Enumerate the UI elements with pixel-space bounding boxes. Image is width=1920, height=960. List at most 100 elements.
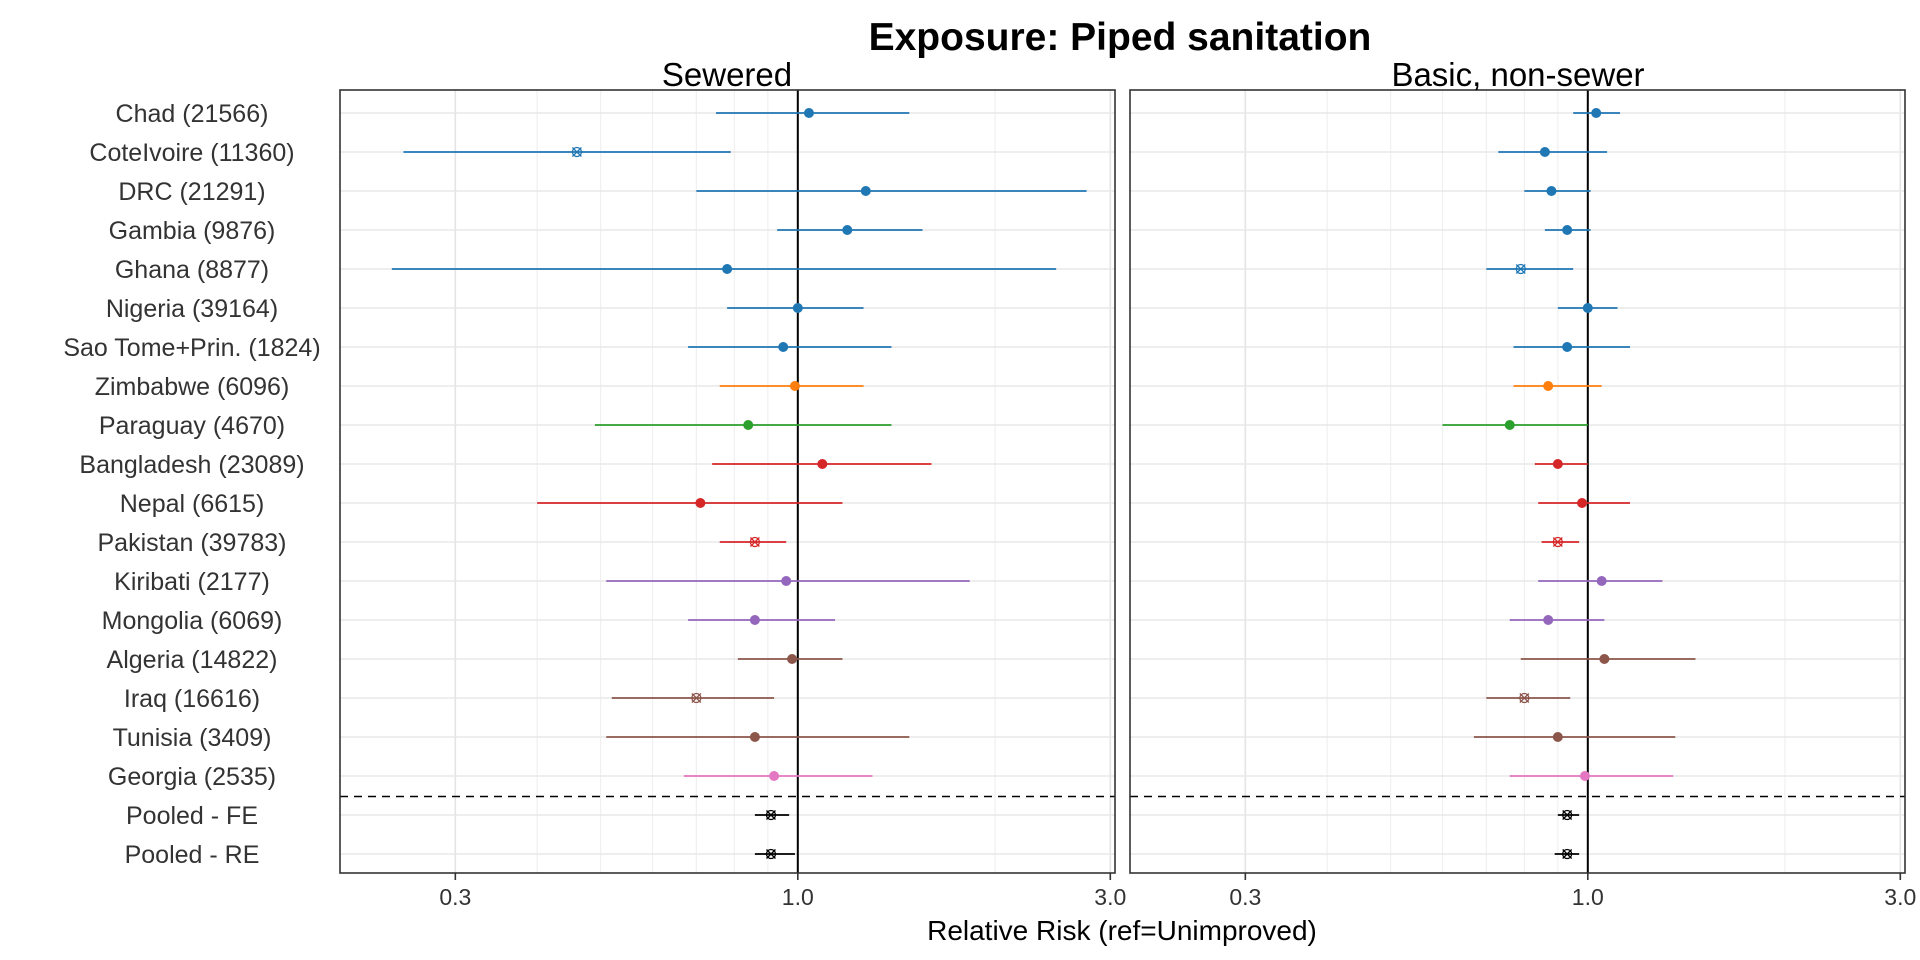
estimate-cross <box>691 693 702 703</box>
point-estimate-georgia-2535 <box>1579 771 1590 781</box>
panel-sewered: 0.3 1.0 3.0 <box>339 89 1126 910</box>
point-estimate-drc-21291 <box>1546 186 1557 196</box>
point-estimate-pooled-re <box>765 848 777 860</box>
panels: 0.3 1.0 3.0 0.3 1.0 3.0 <box>339 89 1916 910</box>
estimate-cross <box>749 537 760 547</box>
point-estimate-tunisia-3409 <box>1552 732 1563 742</box>
row-label-drc-21291: DRC (21291) <box>118 178 265 206</box>
estimate-cross <box>1519 693 1530 703</box>
point-estimate-pakistan-39783 <box>1552 536 1563 548</box>
estimate-cross <box>1515 264 1526 274</box>
point-estimate-kiribati-2177 <box>1596 576 1607 586</box>
point-estimate-pooled-fe <box>765 809 777 821</box>
row-label-nepal-6615: Nepal (6615) <box>120 490 265 518</box>
point-estimate-sao-tome-prin-1824 <box>1562 342 1573 352</box>
point-estimate-zimbabwe-6096 <box>1543 381 1554 391</box>
row-label-georgia-2535: Georgia (2535) <box>108 763 276 791</box>
estimate-circle <box>571 146 583 158</box>
estimate-circle <box>1515 263 1526 275</box>
estimate-circle <box>1552 536 1563 548</box>
point-estimate-bangladesh-23089 <box>817 459 828 469</box>
point-estimate-pakistan-39783 <box>749 536 761 548</box>
row-label-tunisia-3409: Tunisia (3409) <box>113 724 272 752</box>
row-label-kiribati-2177: Kiribati (2177) <box>114 568 270 596</box>
x-axis-label: Relative Risk (ref=Unimproved) <box>927 915 1317 946</box>
panel-title-basic-non-sewer: Basic, non-sewer <box>1391 56 1644 93</box>
point-estimate-pooled-re <box>1562 848 1573 860</box>
row-label-coteivoire-11360: CoteIvoire (11360) <box>89 139 294 167</box>
row-label-ghana-8877: Ghana (8877) <box>115 256 269 284</box>
row-label-gambia-9876: Gambia (9876) <box>109 217 276 245</box>
point-estimate-algeria-14822 <box>1599 654 1610 664</box>
panel-border <box>339 89 1116 874</box>
row-label-algeria-14822: Algeria (14822) <box>107 646 278 674</box>
estimate-circle <box>1519 692 1530 704</box>
estimate-cross <box>1562 810 1573 820</box>
estimate-circle <box>749 536 761 548</box>
row-label-sao-tome-prin-1824: Sao Tome+Prin. (1824) <box>63 334 320 362</box>
x-tick-label: 3.0 <box>1094 884 1126 910</box>
row-label-pooled-re: Pooled - RE <box>125 841 260 869</box>
panel-background <box>340 90 1115 873</box>
point-estimate-sao-tome-prin-1824 <box>778 342 789 352</box>
row-label-zimbabwe-6096: Zimbabwe (6096) <box>95 373 290 401</box>
point-estimate-gambia-9876 <box>842 225 853 235</box>
x-tick-label: 0.3 <box>1229 884 1261 910</box>
point-estimate-mongolia-6069 <box>749 615 760 625</box>
estimate-cross <box>766 849 776 859</box>
point-estimate-pooled-fe <box>1562 809 1573 821</box>
estimate-cross <box>571 147 582 157</box>
panel-basic-non-sewer: 0.3 1.0 3.0 <box>1129 89 1916 910</box>
point-estimate-ghana-8877 <box>722 264 733 274</box>
point-estimate-nepal-6615 <box>695 498 706 508</box>
point-estimate-tunisia-3409 <box>749 732 760 742</box>
chart-title: Exposure: Piped sanitation <box>869 16 1372 59</box>
point-estimate-coteivoire-11360 <box>571 146 583 158</box>
row-labels: Chad (21566) CoteIvoire (11360) DRC (21291… <box>63 100 320 869</box>
panel-background <box>1130 90 1905 873</box>
row-label-mongolia-6069: Mongolia (6069) <box>102 607 283 635</box>
point-estimate-chad-21566 <box>1591 108 1602 118</box>
point-estimate-mongolia-6069 <box>1543 615 1554 625</box>
point-estimate-iraq-16616 <box>691 692 702 704</box>
estimate-circle <box>765 809 777 821</box>
point-estimate-bangladesh-23089 <box>1552 459 1563 469</box>
point-estimate-georgia-2535 <box>769 771 780 781</box>
estimate-cross <box>1552 537 1563 547</box>
point-estimate-kiribati-2177 <box>781 576 792 586</box>
x-tick-label: 0.3 <box>439 884 471 910</box>
point-estimate-chad-21566 <box>803 108 814 118</box>
point-estimate-nigeria-39164 <box>1582 303 1593 313</box>
point-estimate-zimbabwe-6096 <box>789 381 800 391</box>
row-label-nigeria-39164: Nigeria (39164) <box>106 295 278 323</box>
point-estimate-nepal-6615 <box>1577 498 1588 508</box>
point-estimate-nigeria-39164 <box>792 303 803 313</box>
row-label-iraq-16616: Iraq (16616) <box>124 685 260 713</box>
point-estimate-gambia-9876 <box>1562 225 1573 235</box>
row-label-bangladesh-23089: Bangladesh (23089) <box>79 451 304 479</box>
estimate-circle <box>1562 848 1573 860</box>
x-tick-label: 3.0 <box>1884 884 1916 910</box>
point-estimate-paraguay-4670 <box>1504 420 1515 430</box>
estimate-cross <box>1562 849 1573 859</box>
x-tick-label: 1.0 <box>1572 884 1604 910</box>
panel-border <box>1129 89 1906 874</box>
point-estimate-paraguay-4670 <box>743 420 754 430</box>
estimate-circle <box>765 848 777 860</box>
point-estimate-drc-21291 <box>860 186 871 196</box>
point-estimate-coteivoire-11360 <box>1539 147 1550 157</box>
row-label-chad-21566: Chad (21566) <box>116 100 269 128</box>
row-label-pakistan-39783: Pakistan (39783) <box>97 529 286 557</box>
estimate-circle <box>1562 809 1573 821</box>
estimate-circle <box>691 692 702 704</box>
point-estimate-algeria-14822 <box>787 654 798 664</box>
point-estimate-ghana-8877 <box>1515 263 1526 275</box>
point-estimate-iraq-16616 <box>1519 692 1530 704</box>
row-label-pooled-fe: Pooled - FE <box>126 802 258 830</box>
panel-title-sewered: Sewered <box>662 56 792 93</box>
estimate-cross <box>766 810 776 820</box>
row-label-paraguay-4670: Paraguay (4670) <box>99 412 285 440</box>
x-tick-label: 1.0 <box>782 884 814 910</box>
